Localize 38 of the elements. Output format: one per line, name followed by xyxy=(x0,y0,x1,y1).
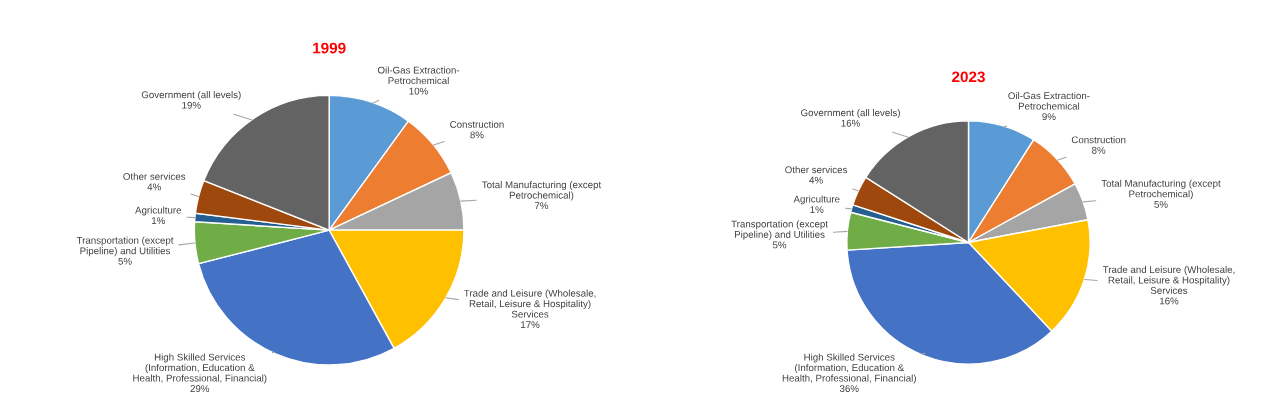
data-label: 1% xyxy=(810,206,824,213)
data-label: 10% xyxy=(409,87,428,95)
data-label: 17% xyxy=(521,321,540,329)
data-label: 8% xyxy=(1092,146,1106,154)
data-label: 16% xyxy=(1160,297,1179,305)
slice-label: Total Manufacturing (except Petrochemical) xyxy=(481,181,602,201)
data-label: 16% xyxy=(841,119,860,127)
slice-label: Agriculture xyxy=(135,206,182,216)
slice-label: Agriculture xyxy=(793,195,840,205)
data-label: 5% xyxy=(1154,200,1168,208)
slice-label: Transportation (except Pipeline) and Utilities xyxy=(731,220,828,240)
slice-label: High Skilled Services (Information, Education & Health, Professional, Financial) xyxy=(782,353,916,384)
data-label: 5% xyxy=(772,241,787,249)
slice-label: Construction xyxy=(450,120,504,128)
data-label: 7% xyxy=(534,202,549,210)
data-label: 19% xyxy=(182,101,201,109)
slice-label: High Skilled Services (Information, Education & Health, Professional, Financial) xyxy=(133,353,267,384)
data-label: 4% xyxy=(809,176,823,184)
slice-label: Total Manufacturing (except Petrochemical) xyxy=(1101,179,1221,200)
chart-title: 1999 xyxy=(313,42,346,54)
slice-label: Oil-Gas Extraction- Petrochemical xyxy=(1008,91,1090,110)
data-label: 29% xyxy=(190,385,210,392)
data-label: 9% xyxy=(1042,113,1056,121)
data-label: 1% xyxy=(152,217,165,225)
data-label: 4% xyxy=(147,183,161,191)
slice-label: Oil-Gas Extraction- Petrochemical xyxy=(377,66,460,85)
chart-title: 2023 xyxy=(952,71,985,83)
slice-label: Other services xyxy=(785,166,848,174)
slice-label: Construction xyxy=(1071,136,1126,144)
data-label: 5% xyxy=(118,257,132,265)
slice-label: Trade and Leisure (Wholesale, Retail, Leisure & Hospitality) Services xyxy=(1102,265,1235,294)
slice-label: Trade and Leisure (Wholesale, Retail, Leisure & Hospitality) Services xyxy=(463,289,596,318)
data-label: 36% xyxy=(839,385,859,393)
slice-label: Transportation (except Pipeline) and Utilities xyxy=(76,236,174,257)
slice-label: Government (all levels) xyxy=(801,109,900,119)
slice-label: Other services xyxy=(123,172,186,180)
data-label: 8% xyxy=(470,131,484,139)
slice-label: Government (all levels) xyxy=(141,91,241,101)
